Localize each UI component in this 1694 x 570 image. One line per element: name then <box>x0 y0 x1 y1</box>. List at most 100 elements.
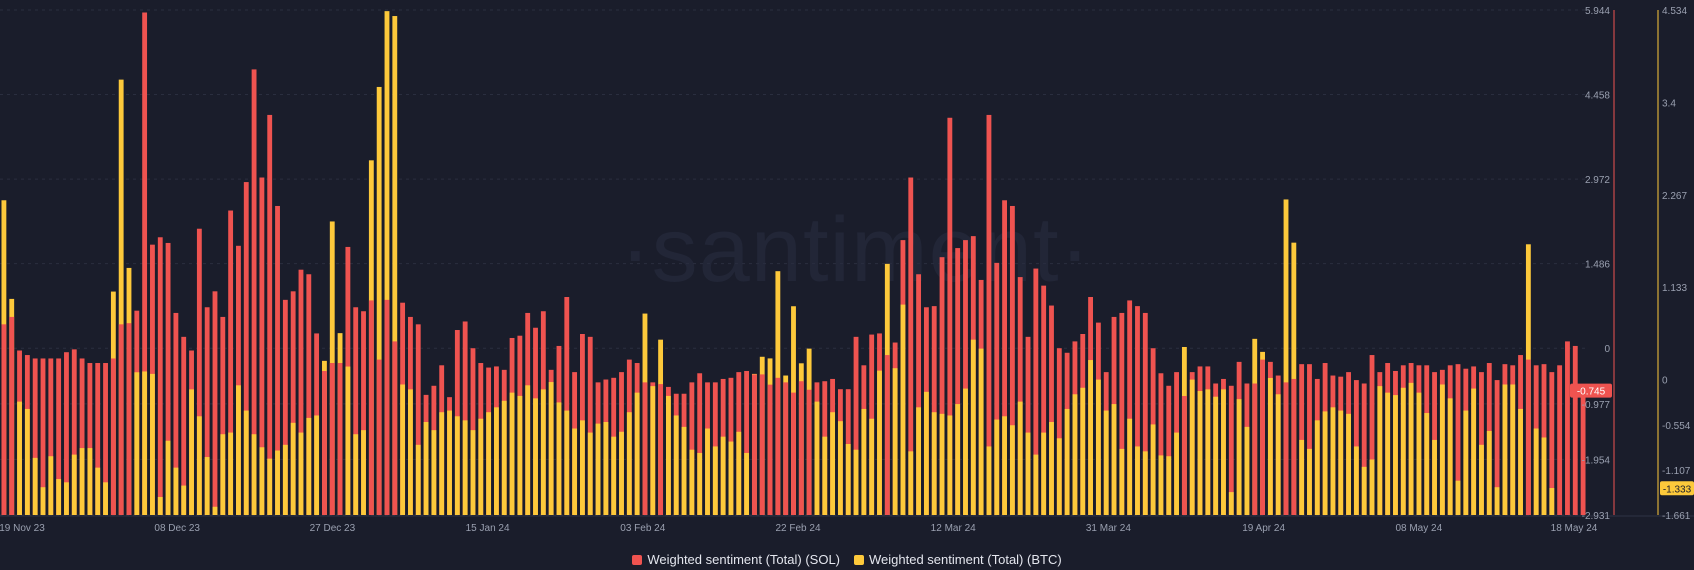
sol-bar <box>64 352 69 515</box>
btc-bar <box>384 11 390 516</box>
btc-bar <box>361 430 366 515</box>
left-axis-tick-label: 0 <box>1604 344 1610 355</box>
sol-bar <box>79 358 85 515</box>
btc-bar <box>1533 428 1539 515</box>
btc-bar <box>290 422 296 515</box>
sol-bar <box>775 377 781 515</box>
sol-bar <box>798 381 804 515</box>
btc-bar <box>1518 408 1523 515</box>
btc-bar <box>1135 446 1140 515</box>
btc-bar <box>1041 432 1047 515</box>
btc-bar <box>1009 425 1015 515</box>
sol-bar <box>1557 365 1563 515</box>
btc-bar <box>1103 410 1109 515</box>
btc-bar <box>181 485 187 515</box>
sol-bar <box>939 257 945 515</box>
btc-bar <box>251 434 257 515</box>
btc-bar <box>189 389 194 515</box>
legend-label-sol: Weighted sentiment (Total) (SOL) <box>647 552 840 567</box>
btc-bar <box>423 421 429 515</box>
right-axis-tick-label: 1.133 <box>1662 283 1687 294</box>
btc-bar <box>1142 451 1148 515</box>
btc-bar <box>728 441 734 515</box>
sol-bar <box>642 382 648 515</box>
btc-bar <box>1447 398 1453 515</box>
sol-bar <box>196 228 202 516</box>
btc-bar <box>564 410 570 515</box>
btc-bar <box>744 452 750 515</box>
sol-bar <box>415 324 421 515</box>
legend-item-btc[interactable]: Weighted sentiment (Total) (BTC) <box>854 552 1062 567</box>
btc-bar <box>470 430 476 515</box>
btc-bar <box>572 428 578 515</box>
sol-bar <box>251 69 257 516</box>
btc-bar <box>1283 199 1289 515</box>
btc-bar <box>486 412 492 515</box>
btc-bar <box>1471 388 1477 515</box>
btc-bar <box>173 467 179 515</box>
btc-bar <box>579 420 585 515</box>
btc-bar <box>1033 454 1039 515</box>
sol-bar <box>1580 390 1586 515</box>
x-axis-tick-label: 31 Mar 24 <box>1086 523 1131 534</box>
right-axis-tick-label: 0 <box>1662 376 1668 387</box>
btc-bar <box>822 436 828 515</box>
sol-bar <box>908 177 914 515</box>
btc-bar <box>1017 401 1023 515</box>
btc-bar <box>720 436 726 515</box>
sol-bar <box>759 374 765 515</box>
btc-bar <box>1002 416 1008 515</box>
sol-bar <box>181 336 187 515</box>
btc-bar <box>1408 382 1414 515</box>
btc-bar <box>1064 408 1070 515</box>
btc-bar <box>353 434 359 515</box>
btc-bar <box>1127 418 1133 515</box>
btc-bar <box>611 436 617 515</box>
btc-bar <box>923 391 929 515</box>
sol-bar <box>118 324 124 515</box>
left-axis-tick-label: 5.944 <box>1585 6 1610 17</box>
btc-bar <box>415 444 421 515</box>
btc-bar <box>970 339 976 515</box>
btc-bar <box>118 79 124 516</box>
btc-bar <box>963 388 968 515</box>
btc-bar <box>1369 459 1375 515</box>
sol-last-value-label: -0.745 <box>1577 387 1606 398</box>
btc-bar <box>1400 387 1406 515</box>
btc-bar <box>681 426 687 515</box>
sol-bar <box>806 389 812 515</box>
btc-bar <box>986 446 992 515</box>
sol-bar <box>392 341 398 515</box>
left-axis-tick-label: 2.972 <box>1585 175 1610 186</box>
sol-bar <box>361 311 366 515</box>
btc-last-value-badge <box>1660 481 1694 496</box>
btc-bar <box>1322 411 1328 515</box>
btc-bar <box>1439 384 1445 515</box>
sol-bar <box>1228 385 1234 515</box>
btc-bar <box>736 431 742 515</box>
btc-bar <box>1291 242 1297 516</box>
sol-bar <box>783 382 789 515</box>
btc-bar <box>228 432 234 515</box>
btc-bar <box>892 368 898 515</box>
btc-bar <box>1025 432 1031 515</box>
btc-bar <box>1314 420 1320 515</box>
legend-item-sol[interactable]: Weighted sentiment (Total) (SOL) <box>632 552 840 567</box>
btc-bar <box>64 482 69 515</box>
sol-bar <box>87 363 93 515</box>
sol-bar <box>157 237 163 515</box>
btc-bar <box>1307 448 1312 515</box>
sol-bar <box>71 349 77 515</box>
btc-bar <box>689 449 695 515</box>
btc-bar <box>48 456 54 515</box>
sol-bar <box>212 291 218 515</box>
btc-bar <box>1197 391 1203 515</box>
btc-bar <box>1111 404 1117 515</box>
sol-bar <box>1455 364 1461 515</box>
sol-bar <box>1525 359 1531 515</box>
sol-bar <box>1565 341 1570 515</box>
btc-bar <box>1432 439 1437 515</box>
sol-bar <box>376 359 382 515</box>
sol-bar <box>1549 372 1555 515</box>
btc-bar <box>1510 384 1516 515</box>
